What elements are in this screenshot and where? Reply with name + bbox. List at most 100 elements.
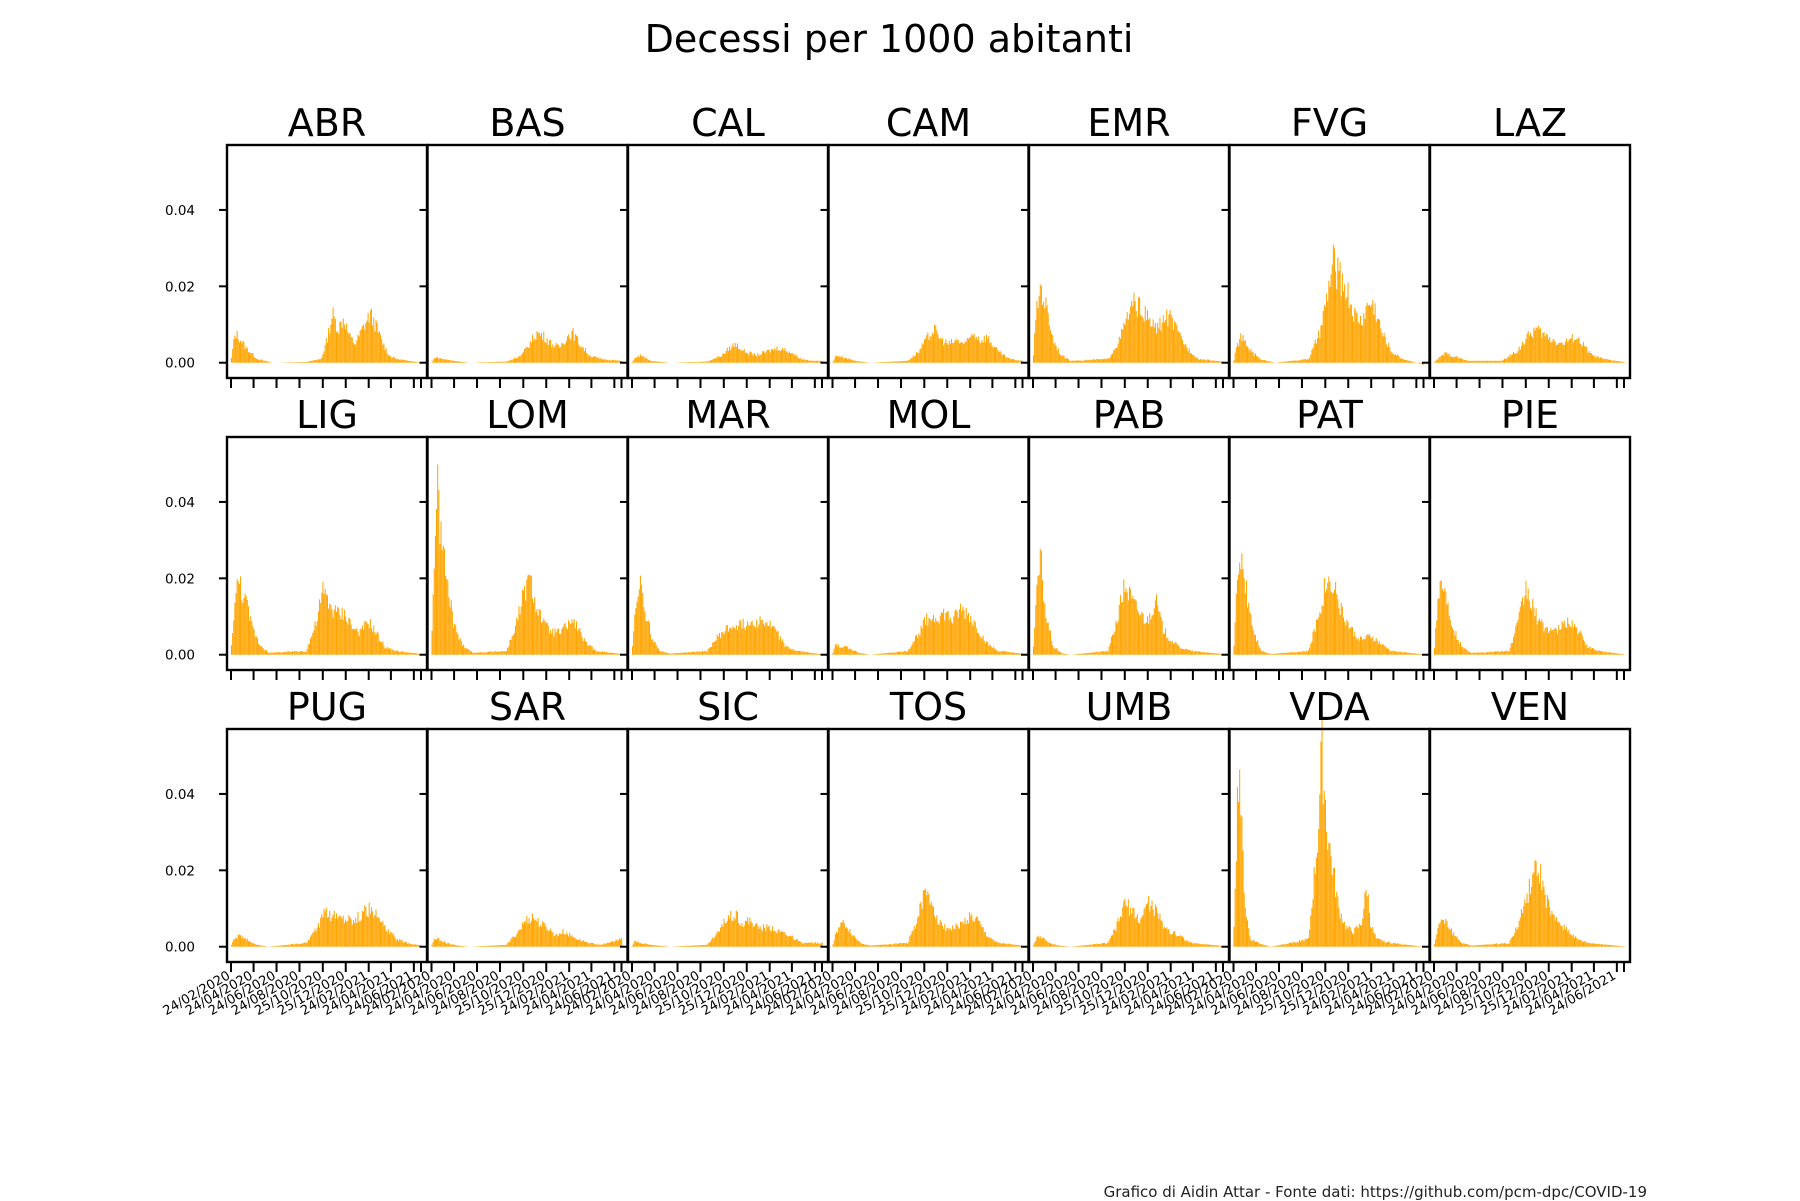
bar	[1202, 359, 1203, 362]
bar	[416, 362, 417, 363]
ytick-label: 0.02	[165, 279, 195, 295]
bar	[1317, 852, 1318, 946]
bar	[1442, 589, 1443, 655]
bar	[1360, 636, 1361, 654]
bar	[1472, 361, 1473, 363]
bar	[340, 619, 341, 654]
bar	[722, 926, 723, 946]
bar	[753, 356, 754, 363]
bar	[927, 626, 928, 655]
bar	[797, 356, 798, 362]
bar	[576, 336, 577, 363]
bar	[776, 933, 777, 946]
bar	[543, 332, 544, 363]
bar	[653, 945, 654, 947]
bar	[359, 336, 360, 362]
bar	[735, 629, 736, 655]
bar	[717, 932, 718, 947]
bar	[583, 940, 584, 947]
bar	[763, 351, 764, 363]
bar	[1082, 946, 1083, 947]
bar	[1368, 305, 1369, 362]
bar	[1012, 944, 1013, 946]
bar	[391, 933, 392, 947]
bar	[530, 575, 531, 654]
bar	[248, 352, 249, 362]
bar	[461, 641, 462, 654]
bar	[958, 340, 959, 363]
bar	[926, 613, 927, 654]
bar	[1069, 361, 1070, 363]
bar	[647, 621, 648, 655]
bar	[1484, 361, 1485, 363]
bar	[410, 361, 411, 363]
bar	[840, 923, 841, 947]
bar	[1173, 932, 1174, 947]
bar	[1331, 274, 1332, 362]
bar	[954, 611, 955, 655]
bar	[751, 921, 752, 947]
bar	[603, 652, 604, 655]
bar	[1392, 651, 1393, 655]
bar	[621, 938, 622, 947]
bar	[357, 632, 358, 655]
bar	[410, 653, 411, 655]
bar	[386, 648, 387, 654]
bar	[846, 646, 847, 655]
bar	[907, 652, 908, 655]
bar	[454, 624, 455, 655]
bar	[1477, 945, 1478, 947]
bar	[1578, 337, 1579, 363]
bar	[1077, 360, 1078, 362]
bar	[968, 923, 969, 946]
bar	[738, 626, 739, 655]
bar	[1264, 360, 1265, 363]
bar	[690, 653, 691, 655]
bar	[1612, 653, 1613, 655]
bar	[1293, 942, 1294, 947]
bar	[524, 921, 525, 946]
bar	[415, 362, 416, 363]
bar	[597, 651, 598, 655]
bar	[1109, 646, 1110, 654]
bar	[366, 321, 367, 363]
bar	[289, 945, 290, 947]
bar	[1410, 945, 1411, 947]
panel-cal: CAL	[620, 101, 828, 388]
bar	[707, 652, 708, 655]
bar	[1183, 344, 1184, 362]
bar	[817, 942, 818, 946]
bar	[292, 944, 293, 947]
bar	[1402, 359, 1403, 363]
bar	[1334, 248, 1335, 362]
panel-title: CAL	[691, 101, 765, 145]
bar	[1530, 608, 1531, 655]
bar	[665, 652, 666, 655]
bar	[931, 902, 932, 947]
bar	[1124, 325, 1125, 363]
bar	[858, 941, 859, 947]
bar	[1282, 945, 1283, 947]
bar	[406, 942, 407, 946]
bar	[656, 945, 657, 946]
bar	[566, 932, 567, 946]
bar	[260, 646, 261, 655]
bar	[1237, 580, 1238, 655]
bar	[1121, 602, 1122, 654]
bar	[1080, 654, 1081, 655]
bar	[752, 354, 753, 363]
bar	[1218, 361, 1219, 363]
bar	[1016, 360, 1017, 363]
bar	[980, 924, 981, 947]
bar	[495, 651, 496, 655]
bar	[335, 919, 336, 947]
bar	[1393, 354, 1394, 363]
bar	[1262, 652, 1263, 655]
bar	[1040, 285, 1041, 363]
bar	[873, 945, 874, 946]
bar	[1194, 943, 1195, 947]
bar	[1058, 945, 1059, 946]
bar	[677, 653, 678, 655]
bar	[1077, 946, 1078, 947]
bar	[1176, 643, 1177, 655]
